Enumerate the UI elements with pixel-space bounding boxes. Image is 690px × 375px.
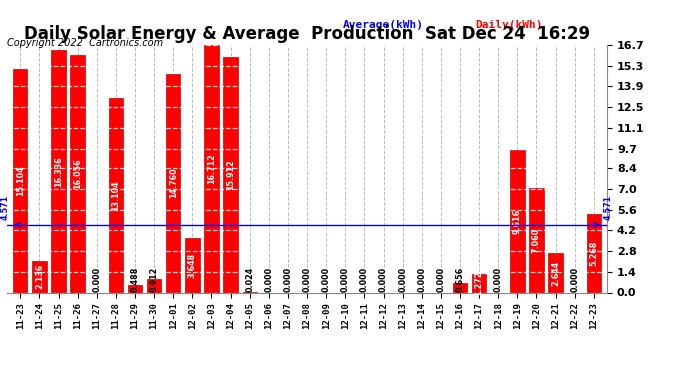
Bar — [51, 50, 66, 292]
Text: 15.912: 15.912 — [226, 159, 235, 190]
Bar — [472, 274, 486, 292]
Bar — [510, 150, 524, 292]
Bar — [185, 238, 199, 292]
Bar — [147, 279, 161, 292]
Text: 0.000: 0.000 — [360, 267, 369, 292]
Bar — [549, 254, 563, 292]
Bar — [13, 69, 28, 292]
Text: 0.000: 0.000 — [417, 267, 426, 292]
Title: Daily Solar Energy & Average  Production  Sat Dec 24  16:29: Daily Solar Energy & Average Production … — [24, 26, 590, 44]
Bar — [453, 283, 467, 292]
Text: 0.000: 0.000 — [92, 267, 101, 292]
Text: 15.104: 15.104 — [16, 165, 25, 196]
Text: 9.616: 9.616 — [513, 209, 522, 234]
Text: 0.000: 0.000 — [284, 267, 293, 292]
Text: 4.571: 4.571 — [603, 195, 613, 220]
Bar — [224, 57, 238, 292]
Text: 0.000: 0.000 — [341, 267, 350, 292]
Text: 0.024: 0.024 — [245, 267, 254, 292]
Bar — [166, 74, 180, 292]
Text: 2.644: 2.644 — [551, 260, 560, 285]
Text: Copyright 2022  Cartronics.com: Copyright 2022 Cartronics.com — [7, 38, 163, 48]
Text: 0.912: 0.912 — [150, 267, 159, 292]
Text: 5.268: 5.268 — [589, 241, 598, 266]
Text: 14.760: 14.760 — [169, 168, 178, 198]
Text: 3.648: 3.648 — [188, 253, 197, 278]
Text: 0.000: 0.000 — [494, 267, 503, 292]
Text: 0.000: 0.000 — [264, 267, 273, 292]
Text: 0.488: 0.488 — [130, 266, 139, 292]
Bar — [109, 98, 123, 292]
Text: 0.000: 0.000 — [436, 267, 445, 292]
Bar — [529, 188, 544, 292]
Bar — [70, 54, 85, 292]
Text: 0.000: 0.000 — [379, 267, 388, 292]
Text: 0.000: 0.000 — [570, 267, 579, 292]
Text: 0.000: 0.000 — [322, 267, 331, 292]
Text: 1.272: 1.272 — [475, 270, 484, 296]
Bar — [128, 285, 142, 292]
Text: Average(kWh): Average(kWh) — [343, 20, 424, 30]
Text: 4.571: 4.571 — [1, 195, 10, 220]
Text: 0.000: 0.000 — [302, 267, 312, 292]
Text: 7.060: 7.060 — [532, 228, 541, 253]
Text: Daily(kWh): Daily(kWh) — [475, 20, 542, 30]
Bar — [204, 45, 219, 292]
Bar — [32, 261, 46, 292]
Text: 0.000: 0.000 — [398, 267, 407, 292]
Text: 2.136: 2.136 — [35, 264, 44, 289]
Bar — [586, 214, 601, 292]
Text: 16.056: 16.056 — [73, 158, 82, 189]
Text: 13.104: 13.104 — [111, 180, 120, 211]
Text: 0.656: 0.656 — [455, 267, 464, 292]
Text: 16.336: 16.336 — [54, 156, 63, 187]
Text: 16.712: 16.712 — [207, 153, 216, 184]
